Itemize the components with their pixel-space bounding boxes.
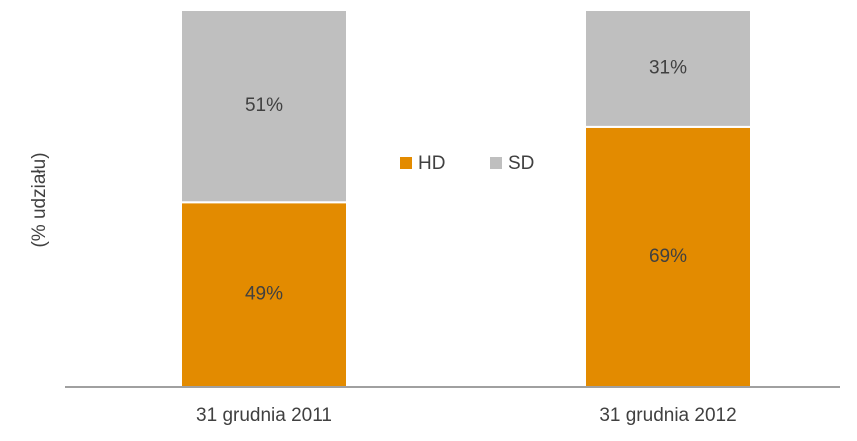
bar-segment <box>584 9 752 128</box>
legend-label: HD <box>418 153 445 174</box>
x-tick-label: 31 grudnia 2012 <box>599 405 736 426</box>
bar-segment <box>180 201 348 388</box>
legend-swatch <box>400 157 412 169</box>
legend-label: SD <box>508 153 534 174</box>
x-tick-label: 31 grudnia 2011 <box>196 405 332 426</box>
y-axis-label: (% udziału) <box>29 152 50 247</box>
data-label: 31% <box>649 57 687 78</box>
data-label: 69% <box>649 246 687 267</box>
bar-segment <box>180 9 348 204</box>
legend-swatch <box>490 157 502 169</box>
data-label: 51% <box>245 95 283 116</box>
data-label: 49% <box>245 284 283 305</box>
